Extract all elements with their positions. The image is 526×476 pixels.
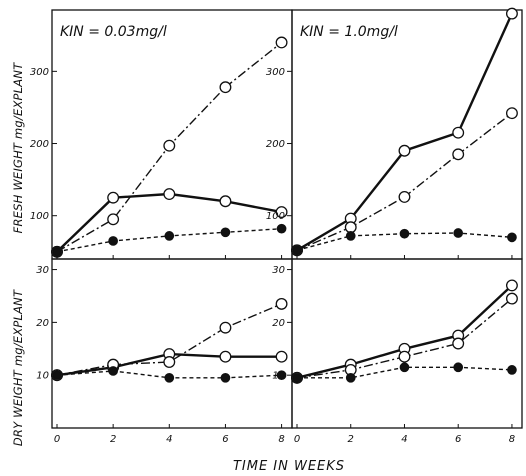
data-point-dashdot xyxy=(345,222,356,233)
data-point-dashed xyxy=(508,366,516,374)
plot-frame xyxy=(292,10,522,259)
data-point-dashed xyxy=(293,374,301,382)
data-point-dashed xyxy=(277,224,285,232)
data-point-dashed xyxy=(347,232,355,240)
y-tick-label: 10 xyxy=(272,371,285,382)
y-tick-label: 20 xyxy=(272,318,285,329)
y-tick-label: 200 xyxy=(266,139,285,150)
y-axis-label-fresh-weight: FRESH WEIGHT mg/EXPLANT xyxy=(11,62,25,233)
data-point-dashed xyxy=(53,248,61,256)
data-point-dashdot xyxy=(507,293,518,304)
data-point-solid xyxy=(108,192,119,203)
y-tick-label: 100 xyxy=(30,211,49,222)
chart-panel-3: 10 20 30 0 2 4 6 8 xyxy=(36,259,292,445)
x-tick-label: 4 xyxy=(166,434,172,445)
x-tick-label: 4 xyxy=(401,434,407,445)
data-point-dashed xyxy=(53,371,61,379)
y-tick-label: 300 xyxy=(266,67,285,78)
data-point-solid xyxy=(220,351,231,362)
chart-panel-2: 100 200 300 KIN = 1.0mg/l xyxy=(266,8,522,259)
data-point-dashed xyxy=(221,374,229,382)
x-tick-label: 0 xyxy=(54,434,60,445)
data-point-solid xyxy=(453,127,464,138)
x-tick-label: 6 xyxy=(455,434,461,445)
data-point-dashdot xyxy=(507,108,518,119)
data-point-dashdot xyxy=(276,299,287,310)
panel-title: KIN = 0.03mg/l xyxy=(60,24,167,40)
data-point-dashed xyxy=(400,363,408,371)
series-line-solid xyxy=(57,194,282,252)
data-point-solid xyxy=(276,351,287,362)
x-tick-label: 0 xyxy=(294,434,300,445)
data-point-dashdot xyxy=(164,357,175,368)
data-point-solid xyxy=(507,280,518,291)
data-point-dashdot xyxy=(453,338,464,349)
data-point-dashed xyxy=(109,237,117,245)
data-point-dashdot xyxy=(399,351,410,362)
data-point-dashdot xyxy=(164,140,175,151)
data-point-dashed xyxy=(165,232,173,240)
plot-frame xyxy=(52,259,292,428)
data-point-dashed xyxy=(508,233,516,241)
y-tick-label: 200 xyxy=(30,139,49,150)
data-point-dashdot xyxy=(220,322,231,333)
data-point-dashed xyxy=(221,228,229,236)
data-point-dashdot xyxy=(399,192,410,203)
y-axis-label-dry-weight: DRY WEIGHT mg/EXPLANT xyxy=(11,289,25,446)
data-point-dashed xyxy=(165,374,173,382)
x-tick-label: 8 xyxy=(509,434,515,445)
x-tick-label: 2 xyxy=(348,434,354,445)
data-point-dashed xyxy=(293,246,301,254)
x-tick-label: 8 xyxy=(278,434,284,445)
data-point-dashed xyxy=(347,374,355,382)
data-point-dashed xyxy=(109,367,117,375)
data-point-solid xyxy=(399,145,410,156)
data-point-solid xyxy=(220,196,231,207)
data-point-dashed xyxy=(400,230,408,238)
data-point-dashdot xyxy=(108,214,119,225)
y-tick-label: 30 xyxy=(36,265,49,276)
series-line-solid xyxy=(297,14,512,251)
data-point-dashdot xyxy=(276,37,287,48)
x-tick-label: 2 xyxy=(110,434,116,445)
data-point-solid xyxy=(164,189,175,200)
data-point-solid xyxy=(507,8,518,19)
x-axis-label: TIME IN WEEKS xyxy=(233,459,345,474)
data-point-dashed xyxy=(454,229,462,237)
y-tick-label: 20 xyxy=(36,318,49,329)
data-point-dashdot xyxy=(220,82,231,93)
data-point-dashed xyxy=(454,363,462,371)
chart-panel-4: 10 20 30 0 2 4 6 8 xyxy=(272,259,522,445)
y-tick-label: 30 xyxy=(272,265,285,276)
data-point-dashdot xyxy=(453,149,464,160)
y-tick-label: 100 xyxy=(266,211,285,222)
x-tick-label: 6 xyxy=(222,434,228,445)
y-tick-label: 300 xyxy=(30,67,49,78)
y-tick-label: 10 xyxy=(36,371,49,382)
chart-panel-1: 100 200 300 KIN = 0.03mg/l xyxy=(30,10,292,259)
panel-title: KIN = 1.0mg/l xyxy=(300,24,398,40)
